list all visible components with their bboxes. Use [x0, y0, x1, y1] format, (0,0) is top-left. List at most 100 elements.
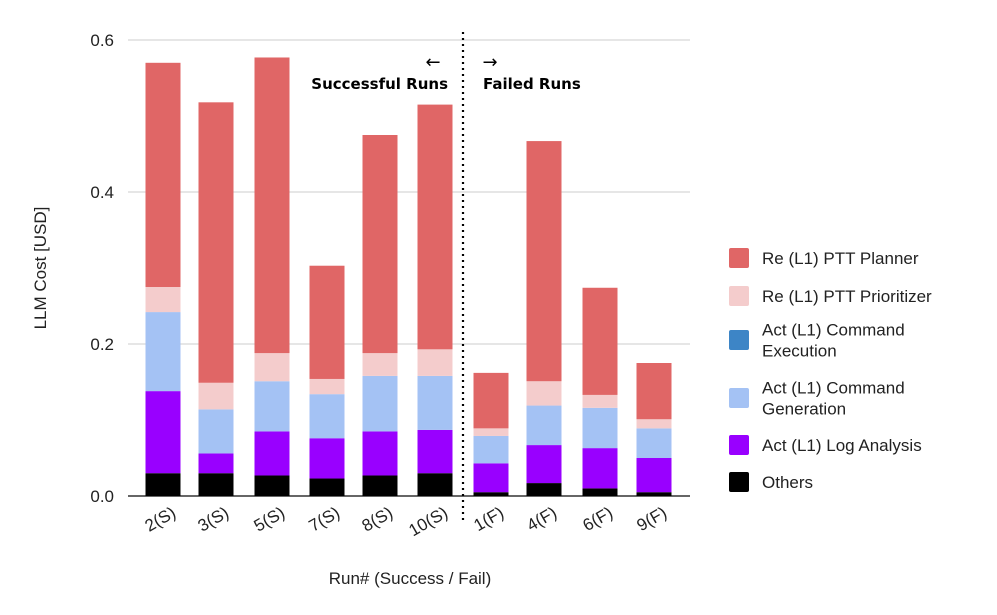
bar-segment — [526, 405, 562, 446]
legend-label: Re (L1) PTT Prioritizer — [762, 287, 932, 306]
bar-segment — [254, 57, 290, 354]
right-arrow: → — [482, 52, 497, 73]
bar-segment — [636, 428, 672, 458]
bar-segment — [145, 62, 181, 287]
legend: Re (L1) PTT Planner Re (L1) PTT Prioritiz… — [729, 248, 932, 492]
x-tick-label: 3(S) — [195, 503, 232, 536]
legend-label: Act (L1) Log Analysis — [762, 436, 922, 455]
bar-segment — [309, 265, 345, 379]
legend-label: Execution — [762, 342, 837, 361]
bar-stack — [526, 141, 562, 496]
bar-segment — [362, 353, 398, 376]
x-tick-label: 6(F) — [580, 503, 616, 535]
bar-segment — [254, 353, 290, 382]
bar-segment — [145, 287, 181, 313]
legend-label: Re (L1) PTT Planner — [762, 249, 919, 268]
x-tick-label: 8(S) — [359, 503, 396, 536]
bar-segment — [582, 394, 618, 408]
bar-stack — [145, 62, 181, 496]
y-tick-labels: 0.0 0.2 0.4 0.6 — [90, 31, 114, 506]
legend-swatch — [729, 472, 749, 492]
bar-stack — [362, 135, 398, 496]
bar-segment — [254, 381, 290, 432]
legend-swatch — [729, 435, 749, 455]
bar-segment — [309, 438, 345, 479]
bar-segment — [309, 478, 345, 496]
y-tick-label: 0.4 — [90, 183, 114, 202]
x-tick-label: 7(S) — [306, 503, 343, 536]
bar-segment — [145, 391, 181, 474]
bar-segment — [526, 445, 562, 484]
legend-item: Act (L1) Log Analysis — [729, 435, 922, 455]
x-tick-label: 2(S) — [142, 503, 179, 536]
bar-segment — [473, 372, 509, 429]
x-tick-label: 5(S) — [251, 503, 288, 536]
legend-swatch — [729, 286, 749, 306]
x-tick-label: 1(F) — [471, 503, 507, 535]
legend-label: Others — [762, 473, 813, 492]
bar-stack — [309, 265, 345, 496]
legend-item: Act (L1) Command Execution — [729, 321, 905, 361]
y-axis-title: LLM Cost [USD] — [31, 207, 50, 330]
bar-segment — [582, 448, 618, 489]
bar-segment — [362, 375, 398, 432]
legend-swatch — [729, 248, 749, 268]
bar-segment — [636, 492, 672, 496]
legend-item: Others — [729, 472, 813, 492]
bar-segment — [636, 458, 672, 493]
legend-label: Act (L1) Command — [762, 321, 905, 340]
x-tick-label: 4(F) — [524, 503, 560, 535]
y-tick-label: 0.6 — [90, 31, 114, 50]
bar-segment — [417, 375, 453, 430]
legend-item: Re (L1) PTT Planner — [729, 248, 919, 268]
bar-segment — [417, 349, 453, 376]
bar-stack — [417, 104, 453, 496]
bar-stack — [198, 102, 234, 496]
x-tick-label: 10(S) — [405, 503, 451, 540]
legend-label: Act (L1) Command — [762, 379, 905, 398]
legend-item: Act (L1) Command Generation — [729, 379, 905, 419]
bar-segment — [473, 428, 509, 436]
x-axis-title: Run# (Success / Fail) — [329, 569, 492, 588]
bar-segment — [198, 473, 234, 496]
bar-segment — [145, 312, 181, 392]
legend-swatch — [729, 330, 749, 350]
bar-segment — [526, 141, 562, 382]
bar-stack — [636, 363, 672, 496]
bar-segment — [198, 102, 234, 383]
bars — [145, 57, 672, 496]
legend-swatch — [729, 388, 749, 408]
bar-stack — [582, 287, 618, 496]
bar-segment — [254, 431, 290, 476]
y-tick-label: 0.0 — [90, 487, 114, 506]
bar-segment — [636, 363, 672, 420]
failed-runs-label: Failed Runs — [483, 75, 581, 93]
bar-segment — [473, 435, 509, 464]
bar-segment — [198, 382, 234, 410]
x-tick-label: 9(F) — [634, 503, 670, 535]
bar-segment — [417, 473, 453, 496]
bar-segment — [198, 409, 234, 454]
bar-segment — [309, 378, 345, 395]
x-tick-labels: 2(S) 3(S) 5(S) 7(S) 8(S) 10(S) 1(F) 4(F) 6(F) 9(F… — [142, 503, 670, 540]
bar-segment — [254, 475, 290, 496]
left-arrow: ← — [425, 52, 440, 73]
bar-segment — [473, 463, 509, 493]
bar-segment — [636, 419, 672, 429]
bar-segment — [145, 473, 181, 496]
bar-segment — [473, 492, 509, 496]
y-tick-label: 0.2 — [90, 335, 114, 354]
bar-stack — [254, 57, 290, 496]
bar-segment — [417, 104, 453, 350]
bar-segment — [362, 431, 398, 476]
bar-segment — [198, 453, 234, 474]
bar-segment — [582, 407, 618, 449]
bar-segment — [417, 429, 453, 474]
bar-segment — [582, 488, 618, 496]
bar-segment — [309, 394, 345, 439]
legend-label: Generation — [762, 400, 846, 419]
bar-segment — [362, 475, 398, 496]
bar-segment — [362, 135, 398, 354]
bar-segment — [526, 483, 562, 496]
